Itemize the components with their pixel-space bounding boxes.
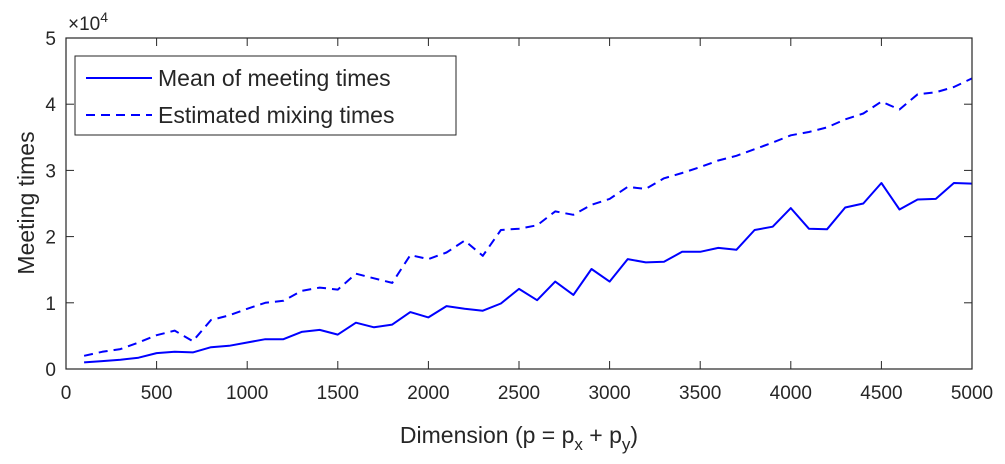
x-axis-title: Dimension (p = px + py) [400, 422, 638, 454]
y-multiplier: ×104 [68, 9, 108, 35]
legend-label-mean: Mean of meeting times [158, 65, 391, 91]
x-tick-label: 5000 [951, 383, 993, 404]
y-tick-label: 0 [45, 360, 56, 381]
x-tick-label: 4500 [860, 383, 902, 404]
x-tick-label: 3000 [588, 383, 630, 404]
series-line-estimated-mixing-times [83, 77, 973, 357]
y-axis-title: Meeting times [13, 131, 39, 274]
y-tick-label: 1 [45, 294, 56, 315]
x-tick-label: 1000 [226, 383, 268, 404]
y-tick-label: 2 [45, 228, 56, 249]
legend-box [74, 55, 457, 136]
y-tick-label: 4 [45, 95, 56, 116]
x-tick-label: 0 [61, 383, 72, 404]
x-tick-label: 2500 [498, 383, 540, 404]
x-tick-label: 500 [141, 383, 173, 404]
y-multiplier-exponent: 4 [100, 9, 108, 25]
x-tick-label: 1500 [317, 383, 359, 404]
legend-label-mixing: Estimated mixing times [158, 102, 394, 128]
ticks-layer: 0 500 1000 1500 2000 2500 3000 3500 4000 4500 5000… [45, 29, 993, 404]
x-tick-label: 3500 [679, 383, 721, 404]
x-tick-label: 2000 [407, 383, 449, 404]
y-tick-label: 3 [45, 161, 56, 182]
legend: Mean of meeting times Estimated mixing t… [74, 55, 457, 136]
x-tick-label: 4000 [770, 383, 812, 404]
series-line-mean-meeting-times [84, 182, 973, 364]
y-tick-label: 5 [45, 29, 56, 50]
series-layer [83, 77, 973, 364]
